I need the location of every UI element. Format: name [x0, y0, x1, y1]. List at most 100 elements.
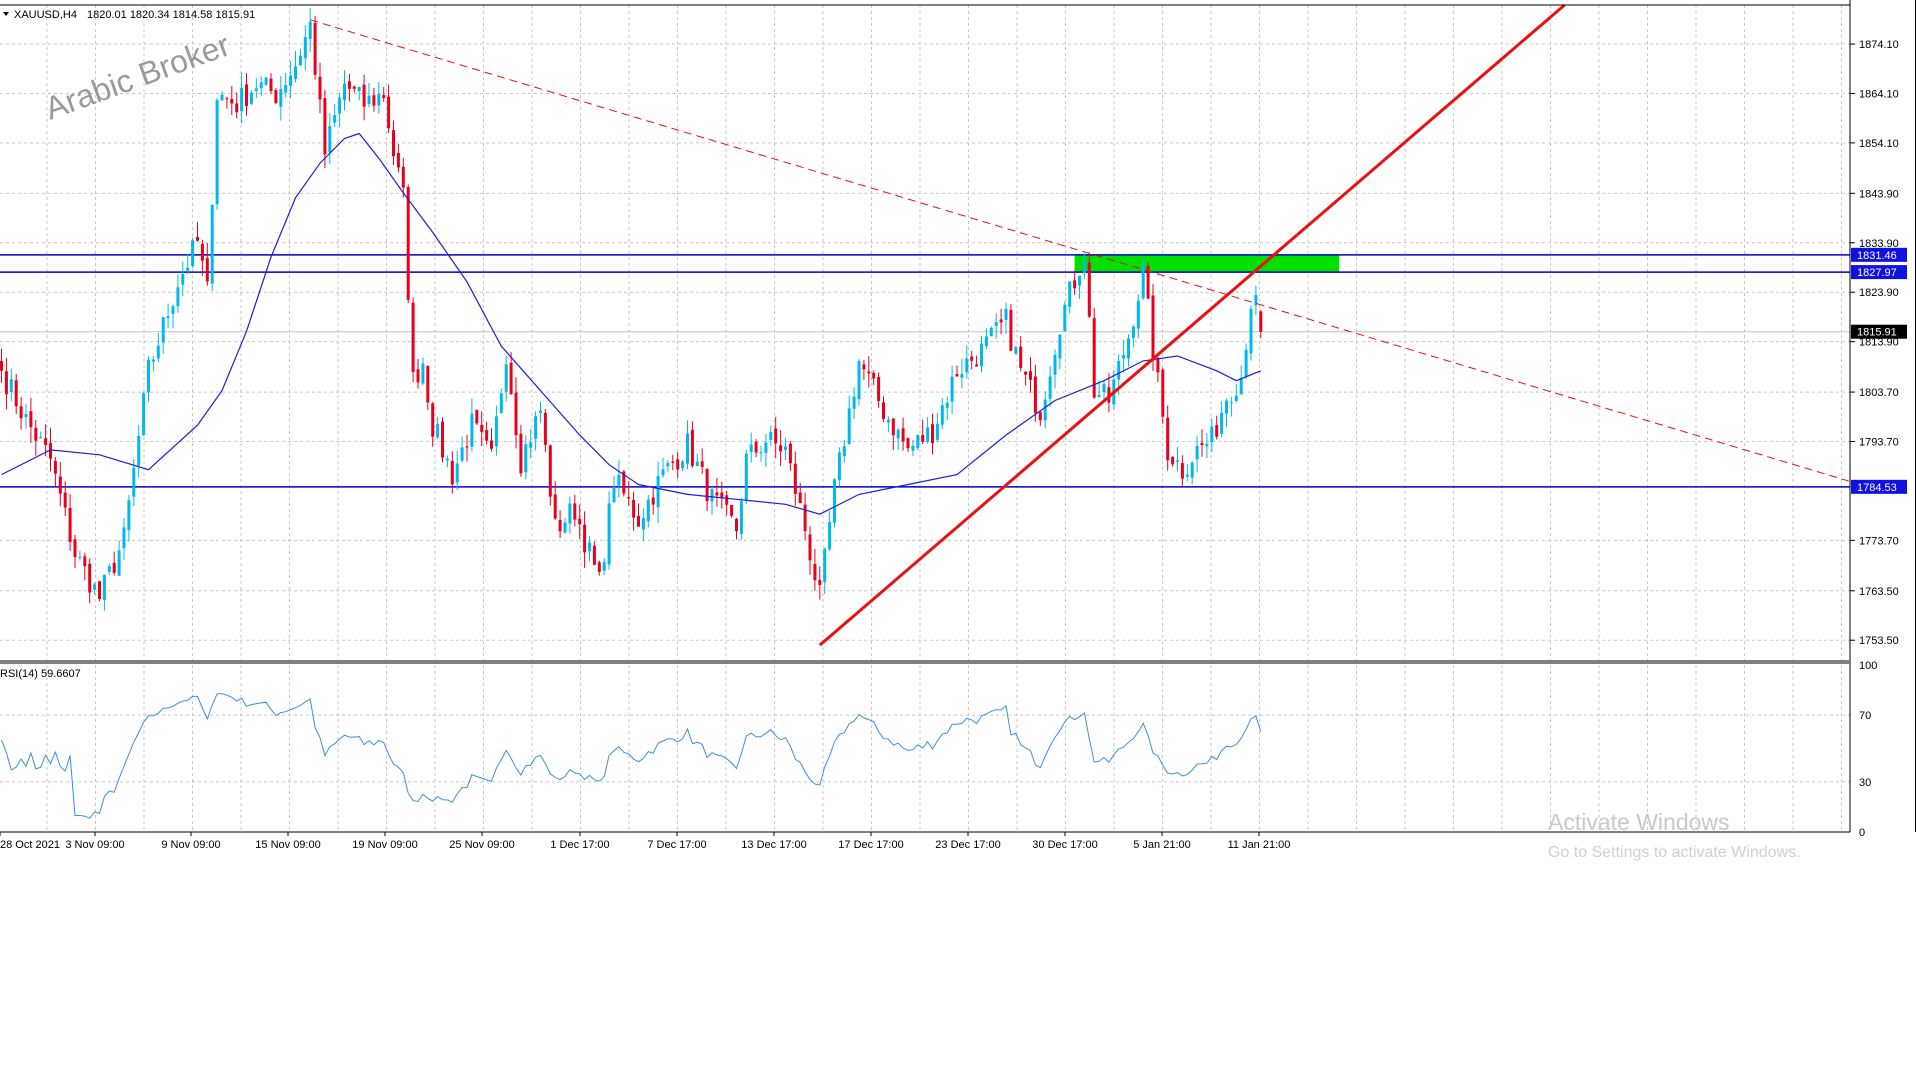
panel-separator	[0, 660, 1850, 664]
candle-body	[793, 463, 797, 494]
candle-body	[1068, 281, 1072, 307]
candle-body	[1141, 263, 1145, 299]
candle-body	[774, 428, 778, 444]
candle-body	[318, 76, 322, 100]
ohlc-label: 1820.01 1820.34 1814.58 1815.91	[87, 9, 255, 21]
candle-body	[1087, 262, 1091, 317]
candle-body	[784, 446, 787, 450]
candle-body	[842, 446, 846, 456]
candle-body	[1058, 334, 1062, 359]
candle-body	[651, 497, 655, 505]
candle-body	[681, 461, 685, 469]
candle-body	[1122, 355, 1126, 359]
candle-body	[254, 88, 258, 92]
moving-average	[1, 132, 1262, 515]
candle-body	[112, 562, 116, 573]
x-tick-label: 7 Dec 17:00	[647, 839, 706, 851]
candle-body	[1190, 462, 1194, 478]
candle-body	[186, 267, 190, 271]
candle-body	[166, 316, 170, 318]
y-tick-label: 1843.90	[1859, 188, 1899, 200]
y-tick-label: 1803.70	[1859, 387, 1899, 399]
candle-body	[514, 392, 518, 436]
level-tag-label: 1831.46	[1857, 250, 1897, 262]
time-axis: 28 Oct 2021 3 Nov 09:00 9 Nov 09:00 15 Nov …	[0, 832, 1290, 851]
candle-body	[578, 518, 582, 525]
candle-body	[607, 503, 611, 565]
candle-body	[700, 461, 704, 467]
candle-body	[1102, 383, 1106, 393]
candle-body	[205, 258, 209, 282]
candle-body	[1180, 463, 1184, 479]
candle-body	[1220, 412, 1224, 434]
candle-body	[656, 476, 660, 508]
candle-body	[504, 364, 508, 392]
candle-body	[837, 452, 841, 481]
level-tag	[1851, 265, 1907, 280]
x-tick-label: 9 Nov 09:00	[161, 839, 220, 851]
candle-body	[715, 492, 719, 496]
candle-body	[759, 452, 763, 454]
candle-body	[499, 393, 503, 414]
candle-body	[857, 360, 861, 400]
triangle-down-icon[interactable]	[3, 12, 9, 16]
x-tick-label: 13 Dec 17:00	[741, 839, 806, 851]
candle-body	[210, 204, 214, 284]
candle-body	[245, 84, 248, 107]
candle-body	[1078, 275, 1081, 286]
x-tick-label: 3 Nov 09:00	[65, 839, 124, 851]
candle-body	[632, 500, 636, 518]
candle-body	[1259, 311, 1263, 332]
candle-body	[142, 393, 146, 436]
grid	[0, 5, 1850, 832]
candle-body	[744, 453, 748, 501]
candle-body	[686, 433, 689, 464]
candle-body	[1082, 260, 1086, 274]
candle-body	[1092, 318, 1096, 398]
candle-body	[563, 522, 567, 533]
candle-body	[583, 524, 587, 553]
candle-body	[323, 98, 327, 155]
rsi-tick-label: 70	[1859, 710, 1871, 722]
candle-body	[279, 89, 283, 107]
candle-body	[132, 467, 136, 497]
candle-body	[754, 441, 758, 453]
resistance-zone	[1074, 254, 1340, 273]
candle-body	[926, 427, 930, 442]
candle-body	[676, 459, 680, 470]
candle-body	[1166, 417, 1170, 461]
candle-body	[999, 319, 1003, 323]
candle-body	[833, 479, 836, 523]
x-tick-label: 17 Dec 17:00	[838, 839, 903, 851]
candle-body	[730, 505, 734, 516]
candle-body	[509, 362, 513, 395]
x-tick-label: 19 Nov 09:00	[352, 839, 417, 851]
y-tick-label: 1833.90	[1859, 238, 1899, 250]
candle-body	[568, 503, 572, 524]
candle-body	[602, 561, 606, 571]
candle-body	[1024, 371, 1028, 375]
candle-body	[83, 556, 87, 567]
candle-body	[592, 545, 596, 565]
horizontal-levels	[0, 254, 1850, 488]
level-tag	[1851, 247, 1907, 262]
candle-body	[411, 302, 415, 373]
candle-body	[171, 306, 175, 314]
candle-body	[847, 408, 851, 444]
candle-body	[1009, 309, 1013, 351]
candle-body	[519, 433, 523, 474]
candle-body	[455, 463, 459, 483]
candle-body	[382, 94, 386, 99]
candle-body	[73, 539, 77, 558]
candle-body	[627, 497, 631, 499]
candle-body	[725, 495, 729, 505]
candle-body	[357, 86, 361, 92]
candle-body	[367, 95, 371, 104]
candle-body	[970, 356, 974, 361]
candle-body	[1225, 400, 1228, 414]
level-tag	[1851, 479, 1907, 494]
candle-body	[1117, 360, 1121, 380]
candle-body	[78, 556, 82, 558]
candle-body	[29, 411, 33, 428]
candle-body	[401, 166, 405, 188]
